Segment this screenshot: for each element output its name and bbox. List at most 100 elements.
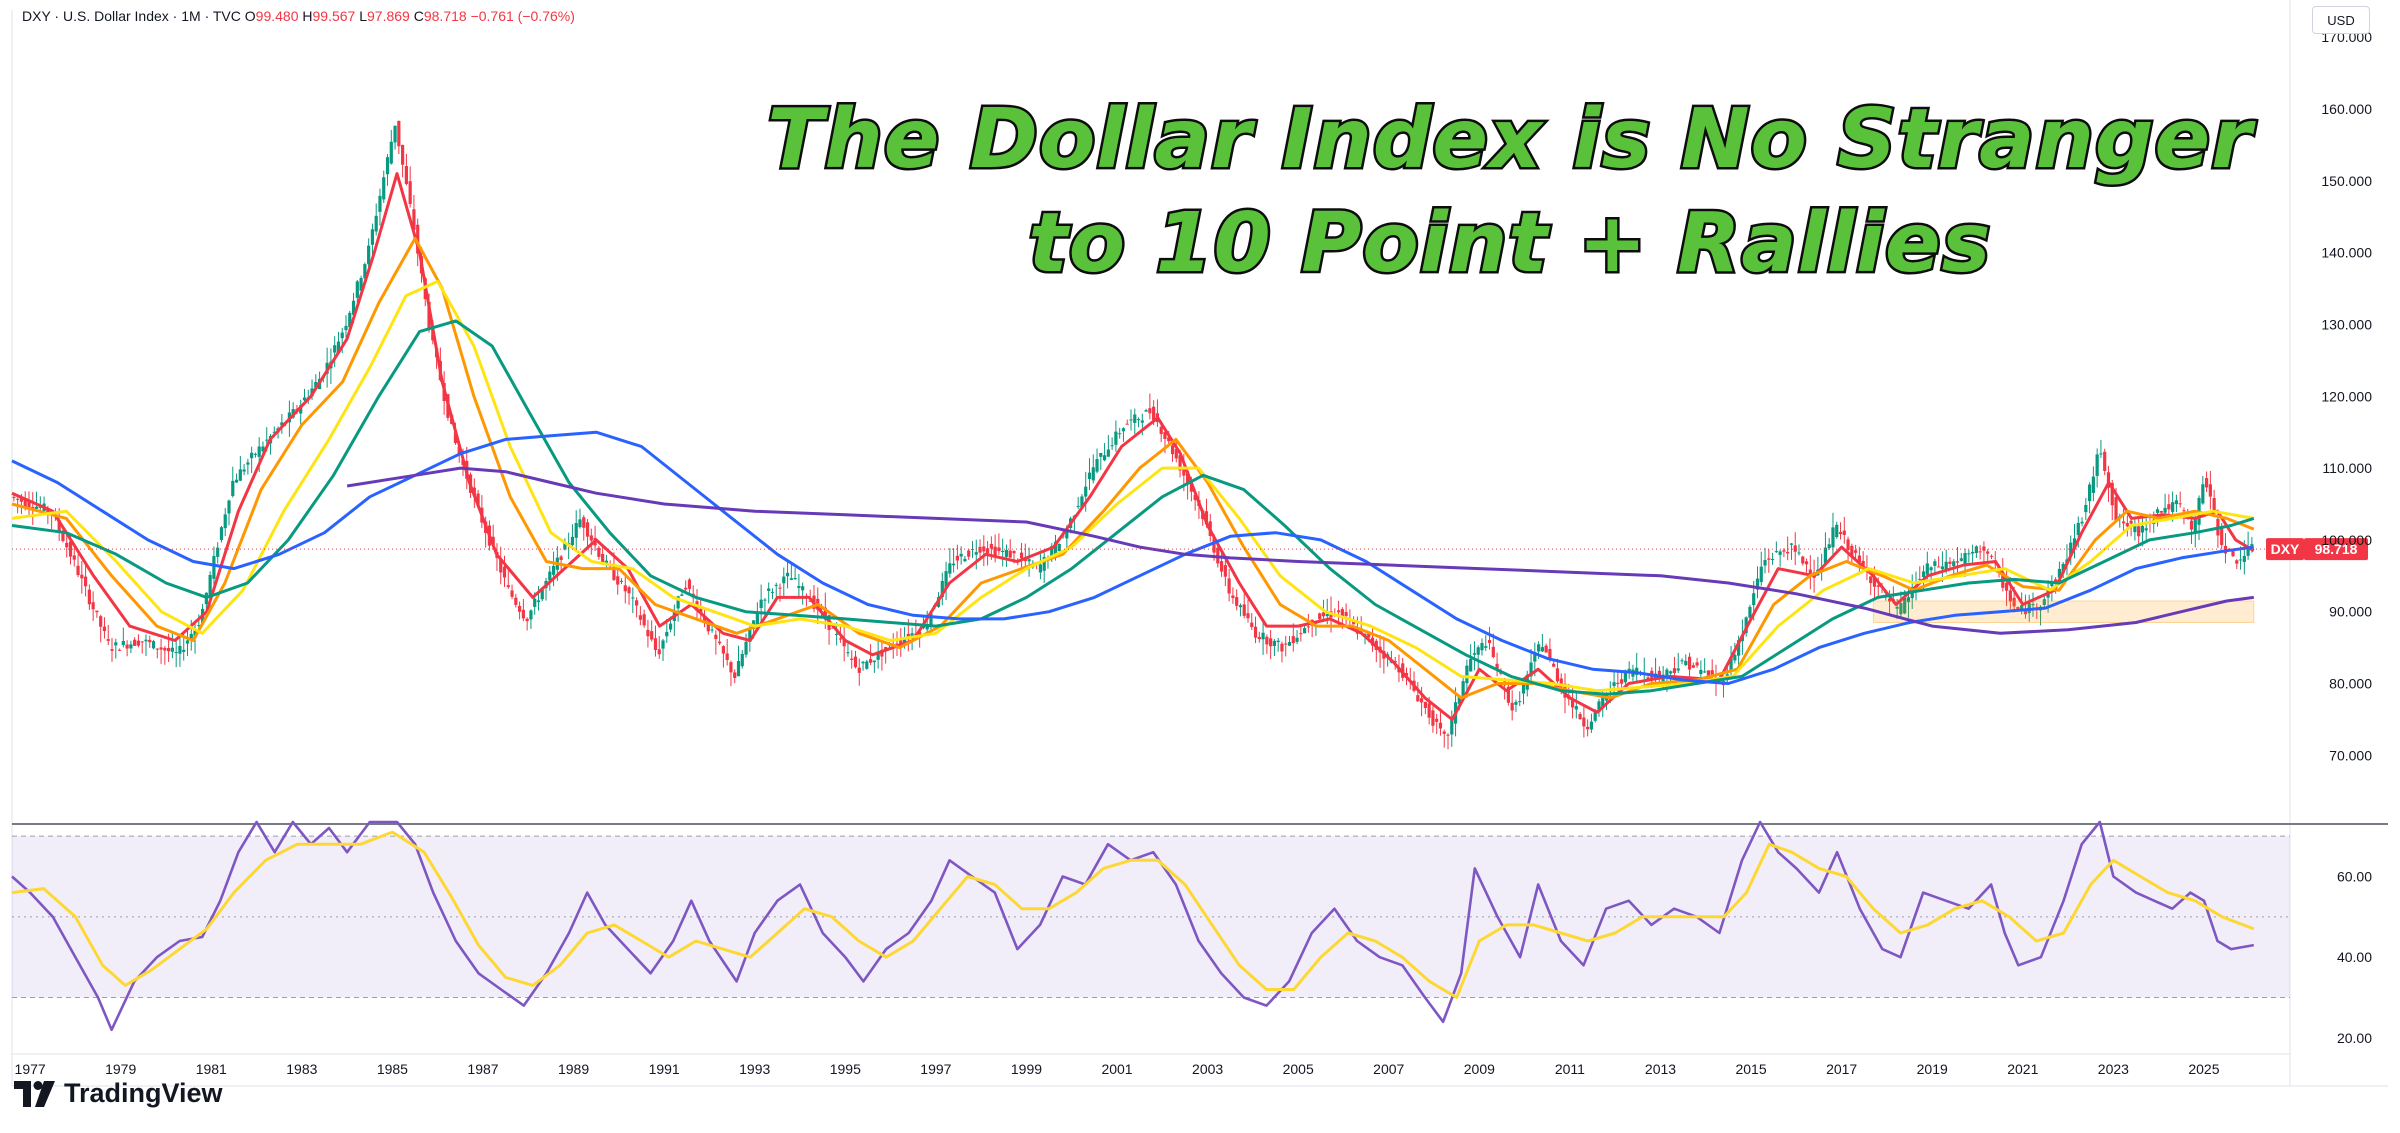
candle-body[interactable] bbox=[850, 658, 854, 660]
candle-body[interactable] bbox=[650, 631, 654, 640]
candle-body[interactable] bbox=[1657, 670, 1661, 678]
candle-body[interactable] bbox=[1336, 610, 1341, 613]
candle-body[interactable] bbox=[831, 627, 835, 629]
candle-body[interactable] bbox=[2069, 542, 2073, 556]
candle-body[interactable] bbox=[57, 520, 61, 531]
candle-body[interactable] bbox=[559, 556, 563, 561]
candle-body[interactable] bbox=[136, 640, 141, 646]
candle-body[interactable] bbox=[1446, 734, 1450, 736]
candle-body[interactable] bbox=[1163, 431, 1167, 439]
candle-body[interactable] bbox=[2242, 555, 2246, 563]
candle-body[interactable] bbox=[499, 559, 503, 573]
candle-body[interactable] bbox=[408, 181, 412, 204]
candle-body[interactable] bbox=[1533, 652, 1537, 662]
candle-body[interactable] bbox=[148, 639, 152, 643]
candle-body[interactable] bbox=[699, 608, 703, 613]
candle-body[interactable] bbox=[106, 639, 110, 641]
candle-body[interactable] bbox=[687, 579, 692, 589]
candle-body[interactable] bbox=[2125, 523, 2129, 527]
candle-body[interactable] bbox=[1801, 556, 1805, 564]
candle-body[interactable] bbox=[2159, 511, 2163, 513]
candles[interactable] bbox=[12, 120, 2254, 750]
candle-body[interactable] bbox=[1450, 717, 1454, 735]
candle-body[interactable] bbox=[1646, 677, 1650, 679]
candle-body[interactable] bbox=[1004, 549, 1009, 557]
candle-body[interactable] bbox=[797, 586, 801, 588]
candle-body[interactable] bbox=[1574, 706, 1578, 710]
candle-body[interactable] bbox=[1948, 561, 1952, 564]
candle-body[interactable] bbox=[1544, 645, 1548, 653]
candle-body[interactable] bbox=[1899, 603, 1903, 615]
candle-body[interactable] bbox=[1782, 550, 1786, 552]
candle-body[interactable] bbox=[736, 661, 741, 677]
candle-body[interactable] bbox=[1665, 669, 1669, 678]
candle-body[interactable] bbox=[216, 547, 220, 557]
candle-body[interactable] bbox=[133, 639, 137, 646]
candle-body[interactable] bbox=[1393, 661, 1397, 663]
candle-body[interactable] bbox=[952, 563, 956, 566]
candle-body[interactable] bbox=[1872, 577, 1877, 587]
candle-body[interactable] bbox=[578, 519, 582, 528]
candle-body[interactable] bbox=[1770, 559, 1775, 561]
candle-body[interactable] bbox=[521, 609, 525, 619]
candle-body[interactable] bbox=[348, 312, 352, 328]
candle-body[interactable] bbox=[2072, 538, 2077, 550]
candle-body[interactable] bbox=[102, 626, 107, 632]
candle-body[interactable] bbox=[861, 661, 865, 664]
candle-body[interactable] bbox=[1612, 682, 1616, 686]
candle-body[interactable] bbox=[253, 453, 258, 455]
candle-body[interactable] bbox=[1887, 598, 1892, 602]
candle-body[interactable] bbox=[1578, 713, 1582, 720]
candle-body[interactable] bbox=[382, 177, 386, 200]
candle-body[interactable] bbox=[1763, 560, 1767, 566]
candle-body[interactable] bbox=[1269, 638, 1273, 647]
candle-body[interactable] bbox=[1737, 640, 1741, 656]
candle-body[interactable] bbox=[2137, 526, 2141, 537]
candle-body[interactable] bbox=[582, 517, 586, 528]
candle-body[interactable] bbox=[1114, 431, 1118, 445]
candle-body[interactable] bbox=[2163, 507, 2167, 513]
candle-body[interactable] bbox=[1616, 682, 1620, 685]
candle-body[interactable] bbox=[1352, 620, 1356, 625]
candle-body[interactable] bbox=[2091, 476, 2095, 493]
candle-body[interactable] bbox=[159, 647, 163, 650]
candle-body[interactable] bbox=[895, 643, 899, 646]
candle-body[interactable] bbox=[1861, 560, 1865, 566]
candle-body[interactable] bbox=[1703, 671, 1707, 673]
candle-body[interactable] bbox=[23, 499, 27, 507]
candle-body[interactable] bbox=[1099, 452, 1103, 457]
candle-body[interactable] bbox=[2099, 453, 2103, 455]
candle-body[interactable] bbox=[476, 493, 480, 506]
candle-body[interactable] bbox=[1978, 551, 1982, 553]
candle-body[interactable] bbox=[1755, 578, 1760, 590]
candle-body[interactable] bbox=[1767, 558, 1771, 560]
candle-body[interactable] bbox=[793, 578, 797, 580]
candle-body[interactable] bbox=[808, 600, 812, 602]
candle-body[interactable] bbox=[646, 629, 650, 637]
candle-body[interactable] bbox=[665, 631, 669, 637]
candle-body[interactable] bbox=[589, 535, 593, 541]
price-pane[interactable]: DXY 98.718 bbox=[11, 120, 2368, 750]
candle-body[interactable] bbox=[597, 547, 601, 557]
candle-body[interactable] bbox=[1918, 578, 1922, 580]
candle-body[interactable] bbox=[782, 576, 786, 584]
candle-body[interactable] bbox=[16, 498, 20, 500]
candle-body[interactable] bbox=[1340, 609, 1344, 618]
candle-body[interactable] bbox=[1804, 561, 1809, 565]
candle-body[interactable] bbox=[1521, 683, 1526, 694]
candle-body[interactable] bbox=[1404, 672, 1409, 676]
candle-body[interactable] bbox=[899, 640, 903, 645]
candle-body[interactable] bbox=[1182, 467, 1186, 476]
candle-body[interactable] bbox=[1514, 701, 1518, 705]
candle-body[interactable] bbox=[1265, 636, 1269, 645]
candle-body[interactable] bbox=[710, 629, 714, 631]
candle-body[interactable] bbox=[763, 599, 767, 601]
candle-body[interactable] bbox=[2076, 522, 2080, 536]
candle-body[interactable] bbox=[1442, 731, 1446, 734]
candle-body[interactable] bbox=[910, 633, 914, 638]
candle-body[interactable] bbox=[99, 616, 103, 627]
candle-body[interactable] bbox=[2155, 509, 2160, 513]
candle-body[interactable] bbox=[114, 642, 118, 646]
candle-body[interactable] bbox=[1937, 566, 1941, 568]
candle-body[interactable] bbox=[1982, 546, 1986, 551]
